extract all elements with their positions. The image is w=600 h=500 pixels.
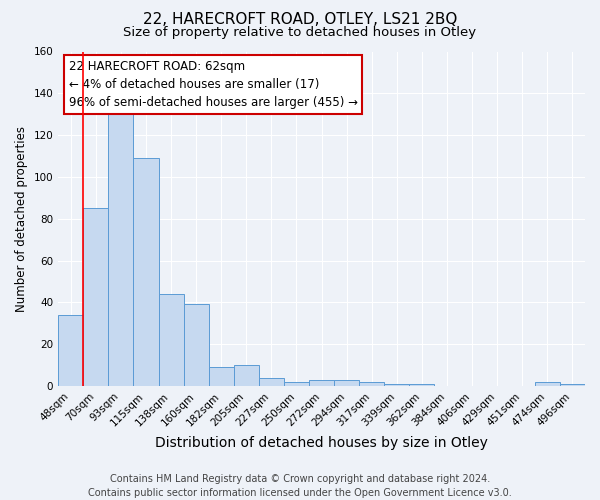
Bar	[284, 382, 309, 386]
Bar	[109, 114, 133, 386]
Text: 22 HARECROFT ROAD: 62sqm
← 4% of detached houses are smaller (17)
96% of semi-de: 22 HARECROFT ROAD: 62sqm ← 4% of detache…	[69, 60, 358, 109]
Bar	[259, 378, 284, 386]
Bar	[133, 158, 158, 386]
Text: Size of property relative to detached houses in Otley: Size of property relative to detached ho…	[124, 26, 476, 39]
Bar	[535, 382, 560, 386]
Bar	[58, 315, 83, 386]
Bar	[234, 365, 259, 386]
Bar	[409, 384, 434, 386]
Bar	[158, 294, 184, 386]
Bar	[209, 367, 234, 386]
X-axis label: Distribution of detached houses by size in Otley: Distribution of detached houses by size …	[155, 436, 488, 450]
Bar	[560, 384, 585, 386]
Bar	[385, 384, 409, 386]
Bar	[334, 380, 359, 386]
Bar	[184, 304, 209, 386]
Bar	[359, 382, 385, 386]
Text: 22, HARECROFT ROAD, OTLEY, LS21 2BQ: 22, HARECROFT ROAD, OTLEY, LS21 2BQ	[143, 12, 457, 28]
Bar	[83, 208, 109, 386]
Y-axis label: Number of detached properties: Number of detached properties	[15, 126, 28, 312]
Bar	[309, 380, 334, 386]
Text: Contains HM Land Registry data © Crown copyright and database right 2024.
Contai: Contains HM Land Registry data © Crown c…	[88, 474, 512, 498]
